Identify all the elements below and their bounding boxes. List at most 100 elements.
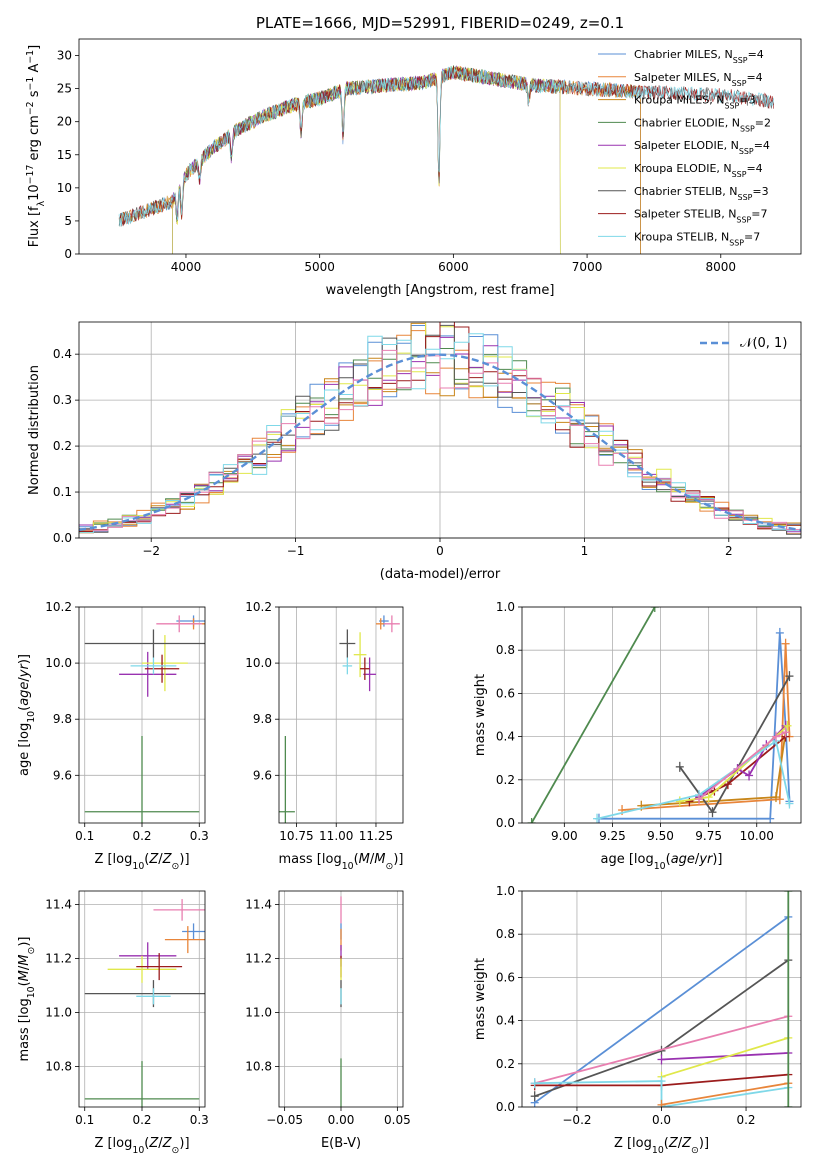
text-run: s [27, 90, 42, 101]
text-run: / [695, 852, 700, 867]
x-tick-label: 11.00 [319, 829, 353, 843]
x-tick-label: −2 [142, 544, 160, 558]
plot-area [118, 65, 774, 254]
y-tick-label: 11.2 [45, 952, 72, 966]
text-run: Chabrier STELIB, N [634, 185, 738, 198]
plot-area [84, 899, 205, 1107]
text-run: λ [36, 200, 47, 206]
text-run: Z [162, 1136, 173, 1151]
text-run: ( [17, 706, 32, 711]
y-tick-label: 10.8 [245, 1060, 272, 1074]
text-run: −2 [25, 101, 36, 115]
text-run: )] [17, 937, 32, 947]
text-run: ( [666, 852, 671, 867]
text-run: )] [393, 852, 403, 867]
text-run: E(B-V) [321, 1136, 361, 1151]
text-run: =4 [748, 48, 764, 61]
y-tick-label: 10.0 [245, 656, 272, 670]
text-run: −1 [25, 50, 36, 64]
axes-frame [78, 890, 206, 1108]
axes-frame [521, 606, 802, 824]
y-tick-label: 10.2 [245, 600, 272, 614]
x-axis-label: (data-model)/error [380, 567, 501, 582]
y-tick-label: 11.0 [245, 1006, 272, 1020]
y-tick-label: 5 [64, 214, 72, 228]
text-run: / [678, 1136, 683, 1151]
text-run: =7 [751, 208, 767, 221]
text-run: M [374, 852, 385, 867]
x-tick-label: 6000 [438, 260, 469, 274]
y-tick-label: 0.8 [496, 643, 515, 657]
legend-label: Chabrier STELIB, NSSP=3 [634, 185, 769, 202]
legend-label: Salpeter ELODIE, NSSP=4 [634, 139, 770, 156]
y-tick-label: 11.4 [245, 898, 272, 912]
text-run: )] [179, 1136, 189, 1151]
text-run: Z [162, 852, 173, 867]
residual-histogram-panel: −2 −1 0 1 2 0.0 0.1 0.2 0.3 0.4 𝒩(0, 1) (data-model… [27, 321, 802, 582]
y-tick-label: 0.1 [53, 485, 72, 499]
text-run: ⊙ [172, 1145, 180, 1156]
y-tick-label: 0.2 [496, 773, 515, 787]
x-tick-label: 4000 [171, 260, 202, 274]
text-run: )] [179, 852, 189, 867]
age-vs-metallicity-panel: 0.1 0.2 0.39.69.810.010.2Z [log10(Z/Z⊙)]ag… [17, 600, 209, 872]
spectrum-line [118, 65, 641, 254]
text-run: / [158, 852, 163, 867]
y-axis-label: mass weight [473, 674, 488, 756]
text-run: 10 [26, 986, 37, 998]
text-run: Salpeter MILES, N [634, 71, 732, 84]
x-tick-label: 0.2 [736, 1113, 755, 1127]
text-run: ( [354, 852, 359, 867]
legend-label: 𝒩(0, 1) [740, 336, 787, 351]
y-axis-label: Normed distribution [27, 365, 42, 495]
weight-line [661, 1082, 789, 1106]
text-run: )] [699, 1136, 709, 1151]
legend-label: Kroupa STELIB, NSSP=7 [634, 230, 760, 247]
x-tick-label: 9.75 [695, 829, 722, 843]
weight-line [530, 607, 656, 823]
text-run: Z [681, 1136, 692, 1151]
x-tick-label: 0.05 [384, 1113, 411, 1127]
x-tick-label: −0.2 [562, 1113, 591, 1127]
text-run: Salpeter STELIB, N [634, 208, 736, 221]
y-tick-label: 0.6 [496, 970, 515, 984]
legend-label: Salpeter MILES, NSSP=4 [634, 71, 763, 88]
weight-vs-age-panel: 9.00 9.25 9.50 9.75 10.00 0.0 0.2 0.4 0.6 0.8 1.0 a… [473, 600, 802, 872]
x-tick-label: 0.2 [132, 829, 151, 843]
axes-frame [78, 38, 802, 255]
legend-label: Chabrier MILES, NSSP=4 [634, 48, 764, 65]
weight-line [622, 643, 791, 811]
text-run: SSP [739, 147, 754, 156]
x-tick-label: 0.3 [190, 829, 209, 843]
weight-line [534, 1080, 789, 1107]
y-tick-label: 0.6 [496, 686, 515, 700]
text-run: =2 [755, 116, 771, 129]
text-run: yr [698, 852, 714, 867]
y-tick-label: 11.4 [45, 898, 72, 912]
text-run: −1 [25, 77, 36, 91]
y-tick-label: 1.0 [496, 884, 515, 898]
x-tick-label: 0.1 [75, 1113, 94, 1127]
y-tick-label: 11.2 [245, 952, 272, 966]
x-tick-label: 0.0 [652, 1113, 671, 1127]
text-run: SSP [724, 101, 739, 110]
weight-line [534, 1015, 789, 1085]
x-tick-label: 0.1 [75, 829, 94, 843]
mass-vs-ebv-panel: −0.05 0.00 0.05 10.8 11.0 11.2 11.4 E(B-V) [245, 890, 411, 1151]
y-axis-label: mass weight [473, 958, 488, 1040]
text-run: Z [148, 1136, 159, 1151]
text-run: ⊙ [386, 861, 394, 872]
y-tick-label: 10 [57, 181, 72, 195]
legend-label: Salpeter STELIB, NSSP=7 [634, 208, 767, 225]
text-run: =7 [744, 230, 760, 243]
x-tick-label: 5000 [304, 260, 335, 274]
plot-area [530, 891, 793, 1107]
y-tick-label: 15 [57, 148, 72, 162]
text-run: =4 [746, 71, 762, 84]
x-axis-label: E(B-V) [321, 1136, 361, 1151]
text-run: Z [668, 1136, 679, 1151]
text-run: Salpeter ELODIE, N [634, 139, 739, 152]
x-tick-label: 0.3 [190, 1113, 209, 1127]
axes-frame [278, 606, 404, 824]
